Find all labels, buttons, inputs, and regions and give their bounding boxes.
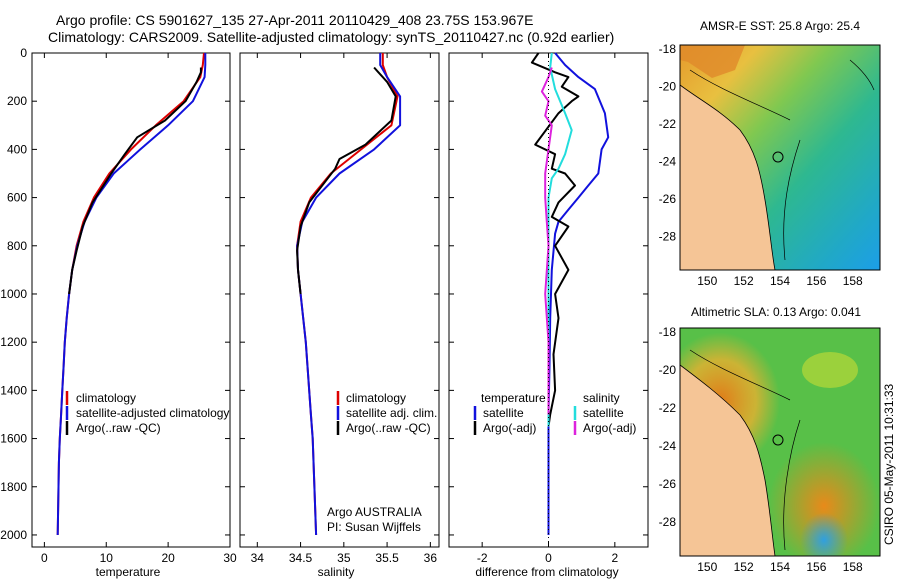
- legend-label-argo: Argo(..raw -QC): [346, 421, 431, 435]
- map-y-tick-label: -18: [659, 42, 677, 56]
- legend-label-satellite: satellite-adjusted climatology: [76, 406, 229, 420]
- legend-label-temp-argo: Argo(-adj): [483, 421, 536, 435]
- map-y-tick-label: -28: [659, 515, 677, 529]
- map-x-tick-label: 152: [734, 560, 754, 574]
- y-tick-label: 0: [20, 46, 27, 60]
- legend-label-satellite: satellite adj. clim.: [346, 406, 437, 420]
- y-tick-label: 600: [7, 191, 27, 205]
- argo-position-marker-2: [772, 434, 784, 446]
- temperature-series: [56, 52, 207, 536]
- legend-heading-salinity: salinity: [583, 391, 620, 405]
- series-line-argo-adj-: [530, 52, 580, 427]
- temperature-legend: climatology satellite-adjusted climatolo…: [65, 391, 229, 435]
- x-tick-label: 0: [545, 551, 552, 565]
- sla-map-title: Altimetric SLA: 0.13 Argo: 0.041: [691, 305, 861, 319]
- y-tick-label: 1600: [0, 432, 27, 446]
- map-x-tick-label: 156: [806, 560, 826, 574]
- legend-heading-temperature: temperature: [481, 391, 546, 405]
- timestamp-sidebar: CSIRO 05-May-2011 10:31:33: [882, 383, 896, 545]
- series-line-argo-raw-qc-: [296, 66, 397, 295]
- axis-ticks: 0 10 20 30020040060080010001200140016001800…: [0, 42, 863, 574]
- x-tick-label: 36: [424, 551, 438, 565]
- y-tick-label: 1200: [0, 335, 27, 349]
- australia-land: [680, 84, 776, 270]
- salinity-legend: climatology satellite adj. clim. Argo(..…: [336, 391, 437, 435]
- map-x-tick-label: 158: [843, 274, 863, 288]
- credit-line-2: PI: Susan Wijffels: [327, 520, 421, 534]
- series-line-argo-adj-: [540, 67, 553, 415]
- legend-label-sal-argo: Argo(-adj): [583, 421, 636, 435]
- bathymetry-contour-2: [689, 349, 801, 551]
- salinity-xlabel: salinity: [318, 565, 355, 579]
- map-y-tick-label: -22: [659, 117, 677, 131]
- map-x-tick-label: 152: [734, 274, 754, 288]
- legend-label-climatology: climatology: [76, 391, 136, 405]
- temperature-xlabel: temperature: [96, 565, 161, 579]
- reef-contour: [849, 59, 875, 91]
- map-y-tick-label: -24: [659, 154, 677, 168]
- map-x-tick-label: 150: [697, 274, 717, 288]
- sla-map: [680, 328, 880, 556]
- x-tick-label: 35: [337, 551, 351, 565]
- map-y-tick-label: -24: [659, 439, 677, 453]
- y-tick-label: 1400: [0, 383, 27, 397]
- x-tick-label: -2: [477, 551, 488, 565]
- y-tick-label: 800: [7, 239, 27, 253]
- argo-position-marker: [772, 151, 784, 163]
- map-x-tick-label: 154: [770, 274, 790, 288]
- x-tick-label: 30: [223, 551, 237, 565]
- y-tick-label: 1000: [0, 287, 27, 301]
- series-line-argo-raw-qc-: [68, 67, 202, 295]
- header-line-1: Argo profile: CS 5901627_135 27-Apr-2011…: [56, 12, 533, 28]
- difference-legend: temperature satellite Argo(-adj) salinit…: [473, 391, 636, 435]
- y-tick-label: 1800: [0, 480, 27, 494]
- x-tick-label: 34.5: [289, 551, 313, 565]
- x-tick-label: 2: [611, 551, 618, 565]
- australia-land-2: [680, 364, 776, 556]
- y-tick-label: 200: [7, 94, 27, 108]
- sst-map: [680, 45, 880, 270]
- y-tick-label: 2000: [0, 528, 27, 542]
- sst-warm-patch: [680, 45, 745, 78]
- bathymetry-contour: [689, 69, 801, 261]
- header-line-2: Climatology: CARS2009. Satellite-adjuste…: [48, 29, 614, 45]
- salinity-series: [296, 53, 402, 536]
- difference-xlabel: difference from climatology: [475, 565, 618, 579]
- map-y-tick-label: -22: [659, 401, 677, 415]
- salinity-panel: [239, 52, 440, 548]
- map-y-tick-label: -26: [659, 477, 677, 491]
- map-x-tick-label: 150: [697, 560, 717, 574]
- legend-label-temp-satellite: satellite: [483, 406, 524, 420]
- sst-map-title: AMSR-E SST: 25.8 Argo: 25.4: [700, 19, 860, 33]
- legend-label-sal-satellite: satellite: [583, 406, 624, 420]
- legend-label-climatology: climatology: [346, 391, 406, 405]
- sla-map-frame: [679, 327, 881, 557]
- map-y-tick-label: -28: [659, 229, 677, 243]
- map-x-tick-label: 158: [843, 560, 863, 574]
- map-y-tick-label: -18: [659, 325, 677, 339]
- x-tick-label: 35.5: [375, 551, 399, 565]
- temperature-panel: [31, 52, 231, 548]
- sla-yellow-patch: [802, 352, 858, 388]
- legend-label-argo: Argo(..raw -QC): [76, 421, 161, 435]
- map-y-tick-label: -20: [659, 79, 677, 93]
- sst-map-frame: [679, 44, 881, 271]
- y-tick-label: 400: [7, 142, 27, 156]
- x-tick-label: 20: [161, 551, 175, 565]
- map-x-tick-label: 156: [806, 274, 826, 288]
- x-tick-label: 34: [251, 551, 265, 565]
- map-y-tick-label: -20: [659, 363, 677, 377]
- x-tick-label: 10: [100, 551, 114, 565]
- x-tick-label: 0: [41, 551, 48, 565]
- map-x-tick-label: 154: [770, 560, 790, 574]
- credit-line-1: Argo AUSTRALIA: [327, 505, 422, 519]
- map-y-tick-label: -26: [659, 192, 677, 206]
